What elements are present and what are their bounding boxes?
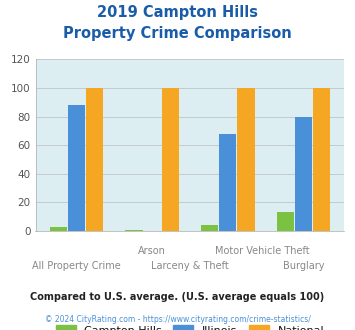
- Text: Burglary: Burglary: [283, 261, 324, 271]
- Bar: [201, 225, 218, 231]
- Text: Arson: Arson: [138, 246, 166, 256]
- Text: © 2024 CityRating.com - https://www.cityrating.com/crime-statistics/: © 2024 CityRating.com - https://www.city…: [45, 315, 310, 324]
- Bar: [237, 88, 255, 231]
- Bar: [68, 105, 85, 231]
- Text: Larceny & Theft: Larceny & Theft: [151, 261, 229, 271]
- Text: Compared to U.S. average. (U.S. average equals 100): Compared to U.S. average. (U.S. average …: [31, 292, 324, 302]
- Text: Motor Vehicle Theft: Motor Vehicle Theft: [215, 246, 309, 256]
- Bar: [50, 227, 67, 231]
- Text: 2019 Campton Hills: 2019 Campton Hills: [97, 5, 258, 20]
- Text: All Property Crime: All Property Crime: [32, 261, 121, 271]
- Bar: [219, 134, 236, 231]
- Bar: [295, 116, 312, 231]
- Text: Property Crime Comparison: Property Crime Comparison: [63, 26, 292, 41]
- Bar: [277, 213, 294, 231]
- Legend: Campton Hills, Illinois, National: Campton Hills, Illinois, National: [51, 320, 329, 330]
- Bar: [125, 230, 143, 231]
- Bar: [162, 88, 179, 231]
- Bar: [313, 88, 330, 231]
- Bar: [86, 88, 103, 231]
